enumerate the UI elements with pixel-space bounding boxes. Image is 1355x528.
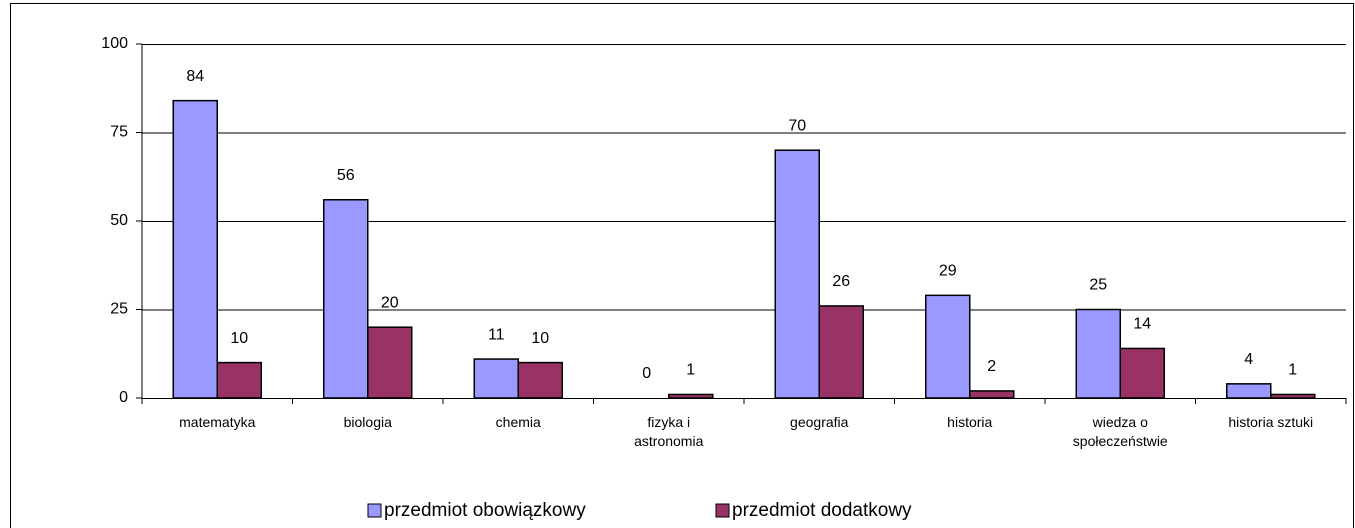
bar <box>774 149 820 399</box>
bar <box>1075 308 1121 399</box>
legend-label: przedmiot obowiązkowy <box>384 500 586 521</box>
data-label: 2 <box>987 358 996 375</box>
y-tick-label: 100 <box>101 35 128 52</box>
data-label: 11 <box>488 326 505 343</box>
bar <box>172 99 218 399</box>
x-tick-label: chemia <box>495 414 541 430</box>
data-label: 29 <box>939 263 957 280</box>
bar <box>367 326 413 399</box>
data-label: 1 <box>1288 362 1297 379</box>
bar <box>323 199 369 399</box>
y-tick-label: 75 <box>110 124 128 141</box>
bar <box>216 361 262 399</box>
x-tick-label: historia <box>947 414 993 430</box>
bar <box>1226 383 1272 399</box>
data-label: 20 <box>381 294 399 311</box>
y-tick-label: 25 <box>110 301 128 318</box>
bar <box>925 294 971 399</box>
bar <box>1270 393 1316 399</box>
y-tick-label: 0 <box>119 389 128 406</box>
x-tick-label: geografia <box>790 414 849 430</box>
x-tick-label: fizyka i astronomia <box>634 414 704 449</box>
x-tick-label: biologia <box>343 414 392 430</box>
x-tick-label: historia sztuki <box>1228 414 1314 430</box>
data-label: 14 <box>1133 316 1151 333</box>
y-tick-label: 50 <box>110 212 128 229</box>
bar <box>473 358 519 399</box>
data-label: 1 <box>686 362 695 379</box>
data-label: 10 <box>230 330 248 347</box>
data-label: 25 <box>1089 277 1107 294</box>
data-label: 84 <box>186 68 204 85</box>
x-tick-label: matematyka <box>179 414 256 430</box>
data-label: 0 <box>642 365 651 382</box>
data-label: 70 <box>788 117 806 134</box>
data-label: 10 <box>531 330 549 347</box>
bar <box>1119 347 1165 399</box>
bar <box>668 393 714 399</box>
bar <box>969 390 1015 399</box>
bar <box>818 305 864 399</box>
data-label: 56 <box>337 167 355 184</box>
data-label: 4 <box>1244 351 1253 368</box>
data-label: 26 <box>832 273 850 290</box>
x-tick-label: wiedza o społeczeństwie <box>1072 414 1168 449</box>
legend-swatch <box>715 503 730 518</box>
bar <box>517 361 563 399</box>
chart-border <box>10 3 1354 528</box>
legend-swatch <box>367 503 382 518</box>
legend-label: przedmiot dodatkowy <box>732 500 912 521</box>
